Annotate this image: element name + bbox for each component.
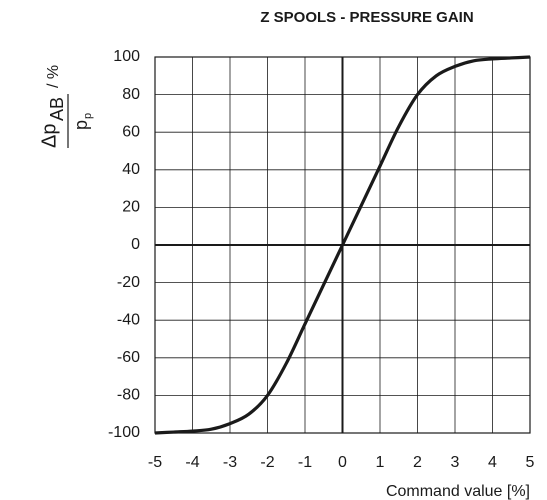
y-tick-label: -80 — [117, 387, 140, 404]
chart-title: Z SPOOLS - PRESSURE GAIN — [260, 9, 473, 26]
x-tick-label: 0 — [338, 454, 347, 471]
x-tick-label: 5 — [526, 454, 535, 471]
y-label-numerator: Δp — [38, 124, 60, 148]
x-tick-label: -5 — [148, 454, 162, 471]
curve — [154, 55, 531, 435]
y-tick-label: -60 — [117, 349, 140, 366]
plot-frame — [154, 56, 531, 434]
y-label-numerator-sub: AB — [47, 97, 67, 121]
y-tick-label: -100 — [108, 424, 140, 441]
x-tick-label: -3 — [223, 454, 237, 471]
y-tick-label: 40 — [122, 161, 140, 178]
y-tick-label: -40 — [117, 311, 140, 328]
y-tick-label: 80 — [122, 86, 140, 103]
x-tick-label: -2 — [260, 454, 274, 471]
y-tick-label: 0 — [131, 236, 140, 253]
y-axis-label: Δp AB / % p p — [38, 65, 94, 148]
y-label-denominator-sub: p — [82, 113, 94, 119]
x-tick-label: -1 — [298, 454, 312, 471]
y-label-denominator: p — [71, 120, 91, 130]
x-tick-label: -4 — [185, 454, 199, 471]
y-label-unit: / % — [45, 65, 62, 88]
y-tick-label: -20 — [117, 274, 140, 291]
x-tick-label: 2 — [413, 454, 422, 471]
y-tick-label: 20 — [122, 199, 140, 216]
x-axis-label: Command value [%] — [386, 483, 530, 500]
x-tick-label: 4 — [488, 454, 497, 471]
x-tick-label: 3 — [451, 454, 460, 471]
x-tick-label: 1 — [376, 454, 385, 471]
y-tick-label: 100 — [113, 48, 140, 65]
y-tick-label: 60 — [122, 123, 140, 140]
